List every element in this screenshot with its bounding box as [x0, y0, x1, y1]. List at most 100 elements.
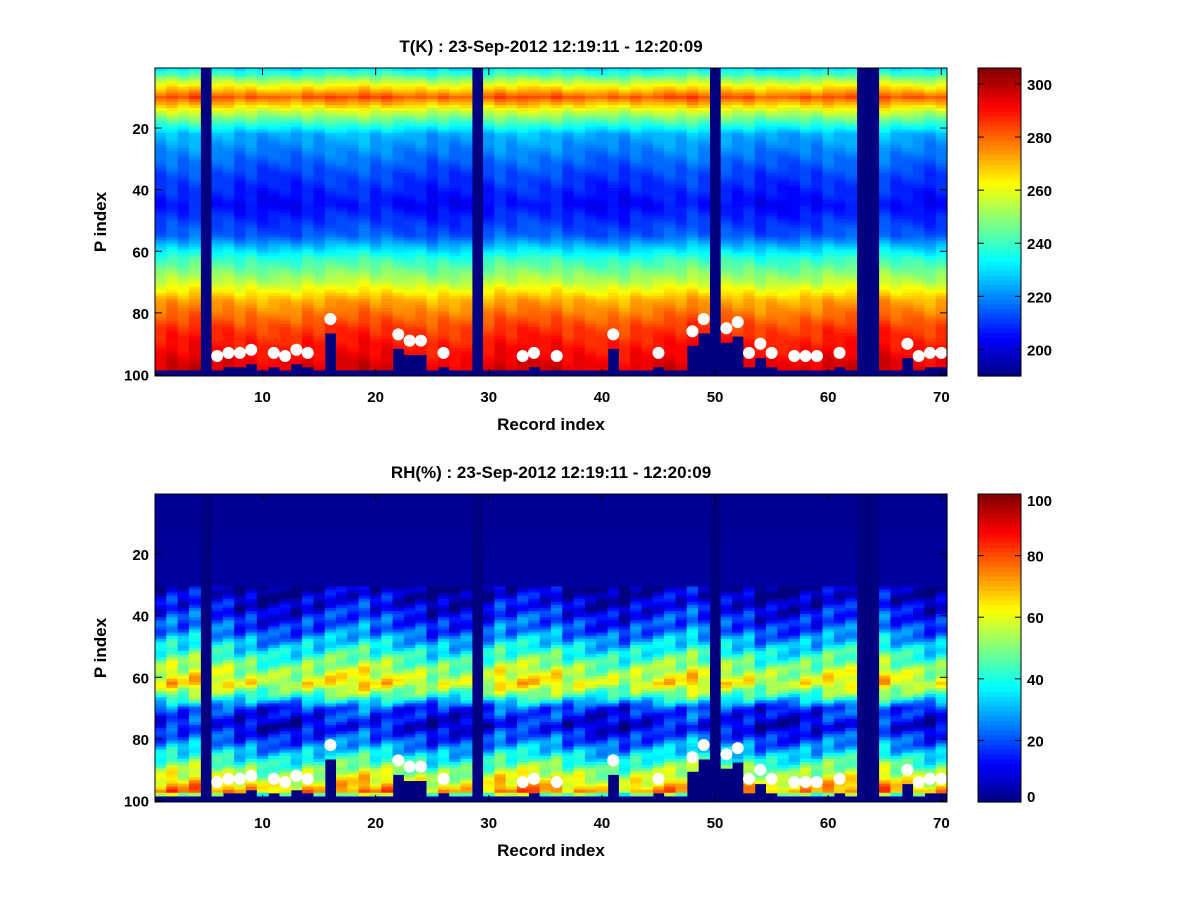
heatmap-cell — [256, 215, 269, 220]
heatmap-cell — [290, 200, 303, 205]
heatmap-cell — [155, 117, 167, 121]
heatmap-cell — [290, 148, 303, 152]
heatmap-cell — [177, 104, 190, 109]
heatmap-cell — [177, 351, 190, 356]
heatmap-cell — [188, 86, 201, 91]
heatmap-cell — [166, 197, 179, 202]
heatmap-cell — [234, 311, 247, 315]
heatmap-cell — [234, 151, 247, 155]
heatmap-cell — [256, 194, 269, 198]
heatmap-cell — [155, 181, 167, 186]
heatmap-cell — [222, 185, 235, 189]
heatmap-cell — [302, 160, 314, 165]
heatmap-cell — [211, 160, 224, 165]
heatmap-cell — [279, 366, 292, 371]
heatmap-cell — [245, 314, 258, 319]
heatmap-cell — [222, 200, 235, 205]
heatmap-cell — [279, 160, 292, 165]
heatmap-cell — [211, 366, 224, 371]
heatmap-cell — [234, 215, 247, 220]
heatmap-cell — [313, 123, 326, 128]
heatmap-cell — [313, 157, 326, 161]
heatmap-cell — [245, 104, 258, 109]
heatmap-cell — [155, 292, 167, 297]
heatmap-cell — [166, 311, 179, 315]
heatmap-cell — [256, 77, 269, 81]
heatmap-cell — [256, 243, 269, 248]
heatmap-cell — [155, 141, 167, 146]
heatmap-cell — [234, 295, 247, 300]
heatmap-cell — [256, 160, 269, 165]
heatmap-cell — [234, 71, 247, 75]
heatmap-cell — [177, 169, 190, 174]
heatmap-cell — [279, 77, 292, 81]
heatmap-cell — [302, 225, 314, 229]
heatmap-cell — [256, 360, 269, 365]
heatmap-cell — [188, 363, 201, 368]
heatmap-cell — [279, 191, 292, 195]
heatmap-cell — [245, 132, 258, 137]
heatmap-cell — [313, 218, 326, 223]
heatmap-cell — [313, 206, 326, 211]
heatmap-cell — [245, 123, 258, 128]
heatmap-cell — [222, 148, 235, 152]
heatmap-cell — [211, 169, 224, 174]
heatmap-cell — [279, 166, 292, 171]
heatmap-cell — [279, 292, 292, 297]
heatmap-cell — [211, 126, 224, 131]
heatmap-cell — [290, 302, 303, 306]
heatmap-cell — [245, 148, 258, 152]
heatmap-cell — [222, 225, 235, 229]
heatmap-cell — [166, 188, 179, 192]
heatmap-cell — [302, 175, 314, 180]
heatmap-cell — [177, 271, 190, 275]
heatmap-cell — [302, 166, 314, 171]
heatmap-cell — [268, 77, 281, 81]
heatmap-cell — [302, 258, 314, 263]
heatmap-cell — [290, 178, 303, 183]
heatmap-cell — [652, 363, 665, 368]
heatmap-cell — [290, 262, 303, 266]
heatmap-cell — [188, 218, 201, 223]
heatmap-cell — [313, 114, 326, 118]
heatmap-cell — [155, 178, 167, 183]
heatmap-cell — [302, 123, 314, 128]
heatmap-cell — [302, 101, 314, 106]
heatmap-cell — [177, 114, 190, 118]
heatmap-cell — [279, 157, 292, 161]
heatmap-cell — [290, 101, 303, 106]
heatmap-cell — [245, 222, 258, 226]
heatmap-cell — [268, 175, 281, 180]
heatmap-cell — [268, 305, 281, 309]
heatmap-cell — [279, 225, 292, 229]
heatmap-cell — [302, 262, 314, 266]
heatmap-cell — [290, 332, 303, 337]
heatmap-cell — [166, 123, 179, 128]
heatmap-cell — [211, 138, 224, 143]
heatmap-cell — [166, 154, 179, 158]
heatmap-cell — [313, 191, 326, 195]
heatmap-cell — [302, 246, 314, 251]
heatmap-cell — [256, 283, 269, 288]
heatmap-cell — [188, 231, 201, 235]
heatmap-cell — [245, 320, 258, 325]
heatmap-cell — [155, 228, 167, 232]
heatmap-cell — [268, 286, 281, 291]
heatmap-cell — [177, 252, 190, 257]
heatmap-cell — [268, 280, 281, 285]
heatmap-cell — [302, 252, 314, 257]
heatmap-cell — [211, 225, 224, 229]
heatmap-cell — [313, 135, 326, 140]
heatmap-cell — [155, 172, 167, 177]
heatmap-cell — [211, 332, 224, 337]
heatmap-cell — [256, 117, 269, 121]
heatmap-cell — [256, 175, 269, 180]
heatmap-cell — [268, 194, 281, 198]
heatmap-cell — [166, 86, 179, 91]
heatmap-cell — [290, 277, 303, 282]
heatmap-cell — [302, 117, 314, 121]
heatmap-cell — [302, 231, 314, 235]
heatmap-cell — [268, 188, 281, 192]
heatmap-cell — [245, 289, 258, 294]
heatmap-cell — [279, 268, 292, 272]
